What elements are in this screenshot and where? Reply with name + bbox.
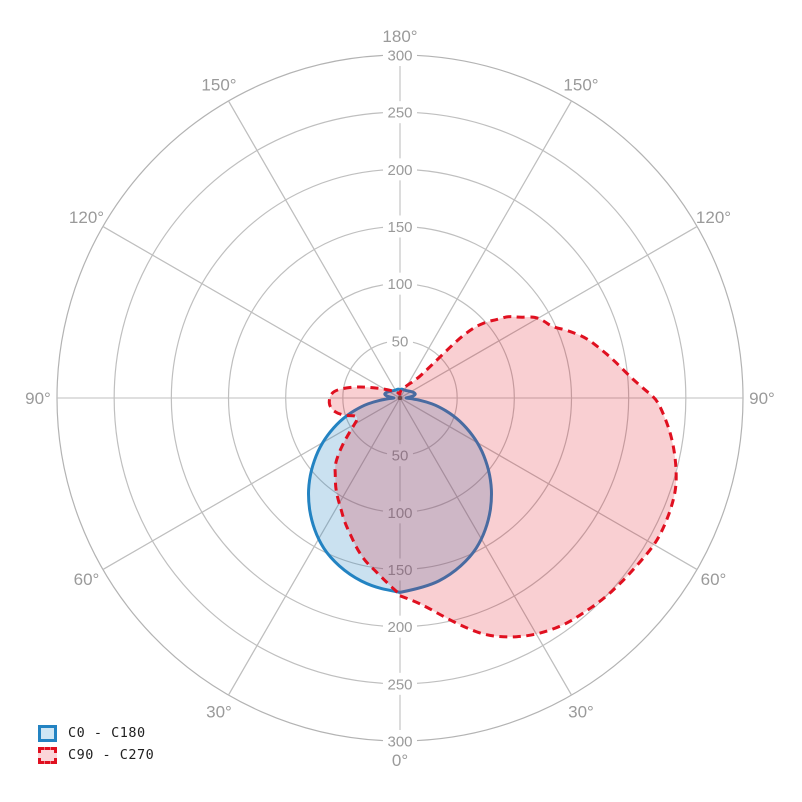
- angle-label: 120°: [69, 208, 104, 227]
- radial-tick-label: 250: [387, 676, 412, 693]
- legend: C0 - C180 C90 - C270: [38, 724, 154, 764]
- center-dot: [397, 395, 403, 401]
- radial-tick-label: 200: [387, 162, 412, 179]
- legend-label-c0-c180: C0 - C180: [68, 725, 146, 741]
- radial-tick-label: 100: [387, 276, 412, 293]
- angle-label: 90°: [25, 389, 51, 408]
- c0-c180-swatch-icon: [38, 724, 57, 742]
- series-c90-c270: [327, 315, 678, 639]
- c90-c270-swatch-icon: [38, 746, 57, 764]
- radial-tick-label: 150: [387, 219, 412, 236]
- angle-label: 120°: [696, 208, 731, 227]
- angle-label: 0°: [392, 751, 408, 770]
- grid-spoke: [399, 100, 572, 399]
- radial-tick-label: 300: [387, 734, 412, 751]
- grid-spoke: [102, 226, 401, 399]
- legend-label-c90-c270: C90 - C270: [68, 747, 155, 763]
- angle-label: 30°: [568, 703, 594, 722]
- angle-label: 60°: [701, 570, 727, 589]
- angle-label: 150°: [201, 75, 236, 94]
- legend-item-c0-c180: C0 - C180: [38, 724, 154, 742]
- grid-spoke: [399, 397, 572, 696]
- radial-tick-label: 50: [392, 333, 409, 350]
- grid-spoke: [399, 397, 698, 570]
- grid-spoke: [228, 397, 401, 696]
- angle-label: 150°: [563, 75, 598, 94]
- grid-spoke: [399, 226, 698, 399]
- angle-label: 30°: [206, 703, 232, 722]
- grid-spoke: [102, 397, 401, 570]
- angle-label: 60°: [74, 570, 100, 589]
- grid-spoke: [228, 100, 401, 399]
- radial-tick-label: 100: [387, 505, 412, 522]
- angle-label: 180°: [382, 27, 417, 46]
- radial-tick-label: 200: [387, 619, 412, 636]
- legend-item-c90-c270: C90 - C270: [38, 746, 154, 764]
- radial-tick-label: 250: [387, 105, 412, 122]
- radial-tick-label: 300: [387, 48, 412, 65]
- radial-tick-label: 50: [392, 448, 409, 465]
- radial-tick-label: 150: [387, 562, 412, 579]
- angle-label: 90°: [749, 389, 775, 408]
